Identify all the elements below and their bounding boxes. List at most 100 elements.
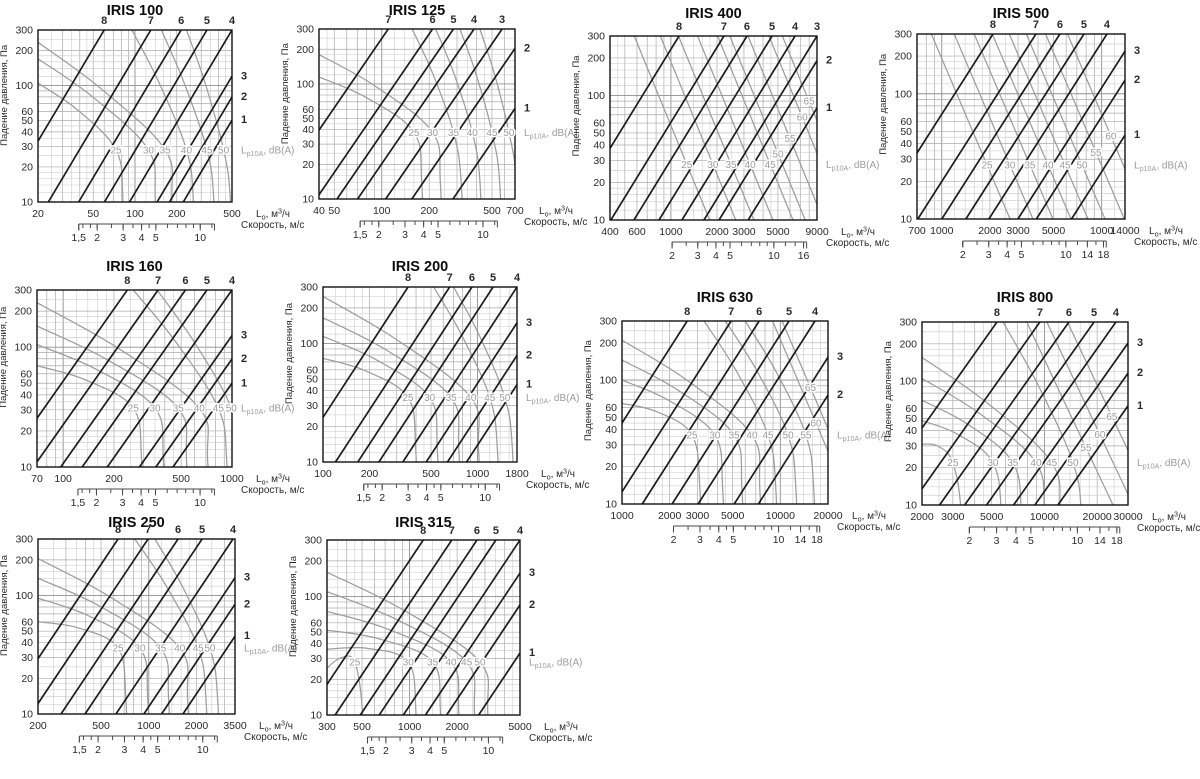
svg-text:10: 10 bbox=[773, 534, 785, 546]
svg-text:20000: 20000 bbox=[1083, 511, 1112, 523]
chart-iris-630: IRIS 630 8 7 6 5 4 3 2 25 30 35 40 45 50 55 60 65 Lp10A,… bbox=[583, 280, 900, 565]
svg-text:300: 300 bbox=[15, 534, 33, 546]
svg-text:35: 35 bbox=[446, 393, 458, 404]
svg-text:4: 4 bbox=[716, 534, 722, 546]
svg-text:40: 40 bbox=[174, 644, 186, 655]
svg-text:1,5: 1,5 bbox=[356, 492, 371, 504]
svg-text:35: 35 bbox=[725, 160, 737, 171]
svg-text:7: 7 bbox=[148, 15, 154, 27]
svg-text:8: 8 bbox=[994, 307, 1000, 319]
chart-iris-315: IRIS 315 8 7 6 5 4 3 2 1 25 30 35 40 45 50 Lp10A, dB(A… bbox=[285, 515, 592, 779]
svg-text:40: 40 bbox=[1030, 458, 1042, 469]
svg-text:50: 50 bbox=[499, 393, 511, 404]
svg-text:2: 2 bbox=[383, 745, 389, 757]
svg-text:10: 10 bbox=[21, 197, 33, 209]
svg-text:8: 8 bbox=[990, 19, 996, 31]
svg-text:6: 6 bbox=[175, 524, 181, 536]
svg-text:50: 50 bbox=[218, 145, 230, 156]
svg-text:2: 2 bbox=[960, 249, 966, 261]
svg-text:100: 100 bbox=[894, 88, 912, 100]
svg-text:60: 60 bbox=[1094, 430, 1106, 441]
svg-text:10: 10 bbox=[605, 499, 617, 511]
svg-text:40: 40 bbox=[445, 658, 457, 669]
svg-text:40: 40 bbox=[467, 128, 479, 139]
svg-text:4: 4 bbox=[230, 524, 237, 536]
svg-text:50: 50 bbox=[605, 412, 617, 424]
svg-text:55: 55 bbox=[1090, 148, 1102, 159]
svg-text:5000: 5000 bbox=[721, 510, 745, 522]
svg-text:Lp10A, dB(A): Lp10A, dB(A) bbox=[1134, 160, 1187, 173]
svg-text:10: 10 bbox=[1060, 249, 1072, 261]
svg-text:7: 7 bbox=[1037, 307, 1043, 319]
svg-text:35: 35 bbox=[160, 145, 172, 156]
svg-text:5: 5 bbox=[204, 275, 210, 287]
svg-text:2: 2 bbox=[94, 232, 100, 244]
svg-text:5: 5 bbox=[199, 524, 205, 536]
svg-text:Скорость, м/с: Скорость, м/с bbox=[1134, 237, 1197, 248]
svg-text:Lp10A, dB(A): Lp10A, dB(A) bbox=[526, 393, 579, 406]
svg-text:20: 20 bbox=[905, 462, 917, 474]
svg-text:Lp10A, dB(A): Lp10A, dB(A) bbox=[826, 160, 879, 173]
svg-text:3: 3 bbox=[529, 567, 535, 579]
svg-text:100: 100 bbox=[126, 208, 144, 220]
svg-text:Lo, м3/ч: Lo, м3/ч bbox=[256, 206, 290, 221]
chart-title: IRIS 100 bbox=[106, 3, 164, 19]
svg-text:4: 4 bbox=[140, 744, 146, 756]
svg-text:6: 6 bbox=[182, 275, 188, 287]
svg-text:40: 40 bbox=[21, 637, 33, 649]
svg-text:200: 200 bbox=[296, 44, 314, 56]
svg-text:20: 20 bbox=[21, 161, 33, 173]
svg-text:200: 200 bbox=[168, 208, 186, 220]
svg-text:25: 25 bbox=[681, 160, 693, 171]
svg-text:Падение давления, Па: Падение давления, Па bbox=[280, 42, 291, 144]
svg-text:700: 700 bbox=[908, 225, 926, 237]
svg-text:30: 30 bbox=[310, 653, 322, 665]
svg-text:100: 100 bbox=[304, 591, 322, 603]
svg-text:300: 300 bbox=[15, 25, 33, 37]
svg-text:30: 30 bbox=[134, 644, 146, 655]
svg-text:35: 35 bbox=[1007, 458, 1019, 469]
svg-text:8: 8 bbox=[684, 306, 690, 318]
svg-text:200: 200 bbox=[599, 337, 617, 349]
svg-text:2: 2 bbox=[94, 497, 100, 509]
svg-text:60: 60 bbox=[605, 402, 617, 414]
svg-text:40: 40 bbox=[181, 145, 193, 156]
svg-text:30: 30 bbox=[302, 139, 314, 151]
svg-text:4: 4 bbox=[517, 525, 524, 537]
chart-title: IRIS 125 bbox=[388, 3, 446, 19]
svg-text:6: 6 bbox=[1066, 307, 1072, 319]
svg-text:1000: 1000 bbox=[1090, 225, 1114, 237]
svg-text:8: 8 bbox=[405, 272, 411, 284]
chart-iris-160: IRIS 160 8 7 6 5 4 3 2 1 25 30 35 40 45 50 Lp10A, dB(A… bbox=[0, 255, 304, 511]
svg-text:30: 30 bbox=[593, 155, 605, 167]
svg-text:100: 100 bbox=[14, 342, 32, 354]
svg-text:30: 30 bbox=[987, 458, 999, 469]
svg-text:400: 400 bbox=[601, 226, 619, 238]
svg-text:100: 100 bbox=[15, 590, 33, 602]
svg-text:300: 300 bbox=[304, 535, 322, 547]
svg-text:18: 18 bbox=[1098, 249, 1110, 261]
svg-text:7: 7 bbox=[1033, 19, 1039, 31]
svg-text:Падение давления, Па: Падение давления, Па bbox=[878, 53, 889, 155]
svg-text:25: 25 bbox=[686, 431, 698, 442]
svg-text:50: 50 bbox=[204, 644, 216, 655]
svg-text:Падение давления, Па: Падение давления, Па bbox=[284, 302, 295, 404]
svg-text:200: 200 bbox=[29, 720, 47, 732]
svg-text:7: 7 bbox=[385, 14, 391, 26]
svg-text:Lp10A, dB(A): Lp10A, dB(A) bbox=[529, 658, 582, 671]
svg-text:45: 45 bbox=[484, 393, 496, 404]
svg-text:300: 300 bbox=[296, 24, 314, 36]
svg-text:60: 60 bbox=[21, 106, 33, 118]
svg-text:55: 55 bbox=[784, 134, 796, 145]
svg-text:20: 20 bbox=[306, 421, 318, 433]
svg-text:50: 50 bbox=[905, 413, 917, 425]
svg-text:5: 5 bbox=[727, 250, 733, 262]
svg-text:20: 20 bbox=[605, 461, 617, 473]
svg-text:30000: 30000 bbox=[1113, 511, 1142, 523]
svg-text:300: 300 bbox=[318, 721, 336, 733]
svg-text:3: 3 bbox=[122, 744, 128, 756]
svg-text:8: 8 bbox=[676, 21, 682, 33]
